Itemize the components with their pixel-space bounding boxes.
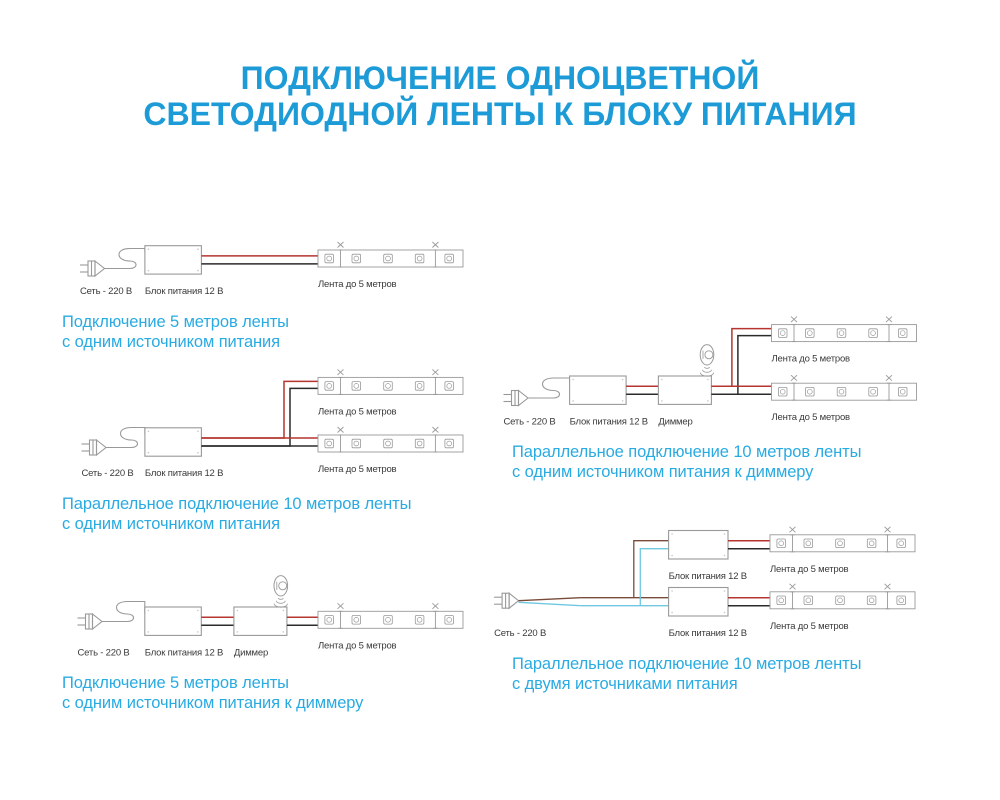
svg-text:Лента до 5 метров: Лента до 5 метров bbox=[770, 564, 849, 575]
svg-text:Сеть - 220 В: Сеть - 220 В bbox=[82, 468, 134, 479]
svg-text:Блок питания 12 В: Блок питания 12 В bbox=[145, 286, 223, 297]
svg-text:Блок питания 12 В: Блок питания 12 В bbox=[669, 628, 747, 639]
svg-text:Диммер: Диммер bbox=[658, 416, 692, 427]
svg-text:Диммер: Диммер bbox=[234, 647, 268, 658]
svg-text:Лента до 5 метров: Лента до 5 метров bbox=[318, 640, 397, 651]
svg-text:Блок питания 12 В: Блок питания 12 В bbox=[669, 571, 747, 582]
svg-text:Сеть - 220 В: Сеть - 220 В bbox=[80, 286, 132, 297]
svg-text:Лента до 5 метров: Лента до 5 метров bbox=[770, 621, 849, 632]
svg-text:Блок питания 12 В: Блок питания 12 В bbox=[145, 468, 223, 479]
svg-text:Лента до 5 метров: Лента до 5 метров bbox=[318, 464, 397, 475]
svg-text:Блок питания 12 В: Блок питания 12 В bbox=[145, 647, 223, 658]
svg-text:Блок питания 12 В: Блок питания 12 В bbox=[570, 416, 648, 427]
svg-text:Сеть - 220 В: Сеть - 220 В bbox=[504, 416, 556, 427]
svg-text:Лента до 5 метров: Лента до 5 метров bbox=[772, 412, 851, 423]
svg-text:Лента до 5 метров: Лента до 5 метров bbox=[318, 279, 397, 290]
svg-text:Лента до 5 метров: Лента до 5 метров bbox=[318, 406, 397, 417]
svg-text:Сеть - 220 В: Сеть - 220 В bbox=[494, 628, 546, 639]
svg-text:Сеть - 220 В: Сеть - 220 В bbox=[78, 647, 130, 658]
svg-text:Лента до 5 метров: Лента до 5 метров bbox=[772, 354, 851, 365]
